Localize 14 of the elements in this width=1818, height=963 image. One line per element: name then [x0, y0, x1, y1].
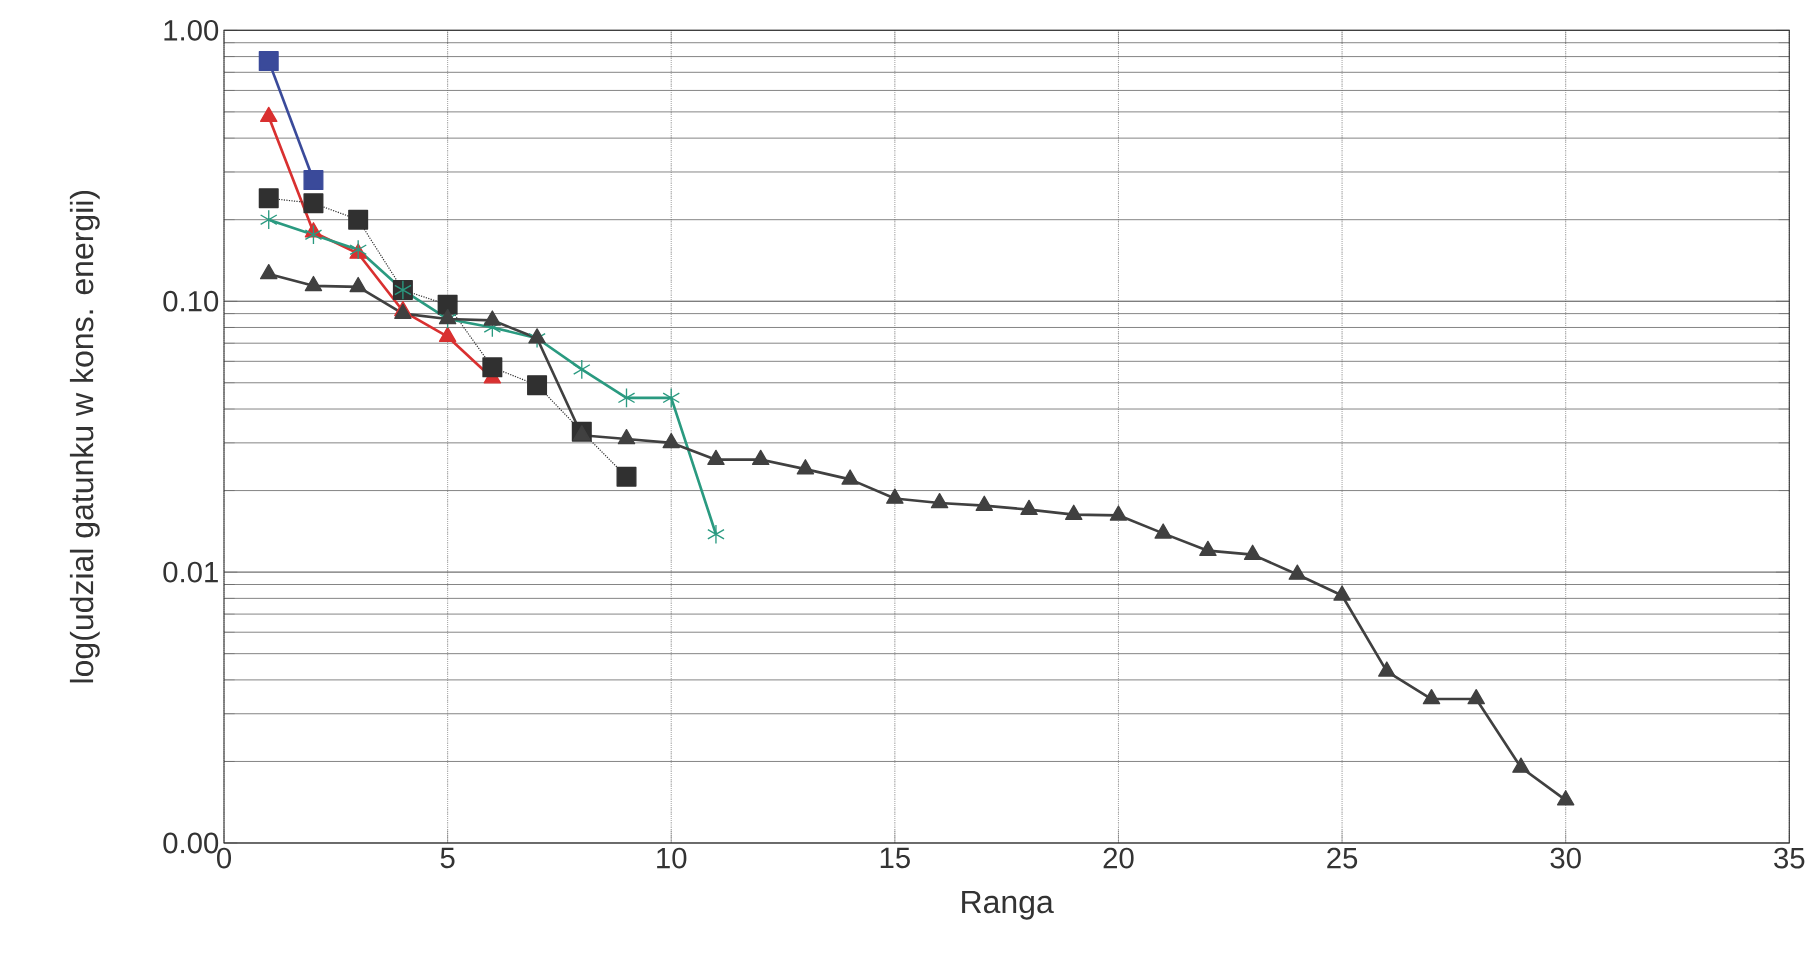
y-tick-label: 0.00: [163, 832, 219, 854]
x-tick-label: 10: [657, 847, 687, 869]
x-tick-label: 5: [440, 847, 455, 869]
x-axis-title: Ranga: [962, 890, 1054, 920]
x-tick-label: 0: [217, 847, 232, 869]
x-tick-label: 25: [1327, 847, 1358, 869]
x-tick-label: 20: [1103, 847, 1134, 869]
y-tick-label: 1.00: [164, 19, 219, 41]
y-axis-title: log(udzial gatunku w kons. energii): [69, 190, 100, 683]
y-tick-label: 0.10: [163, 290, 219, 312]
y-tick-label: 0.01: [163, 561, 218, 583]
x-tick-label: 15: [880, 847, 910, 869]
x-tick-label: 35: [1774, 847, 1805, 869]
x-tick-label: 30: [1550, 847, 1581, 869]
